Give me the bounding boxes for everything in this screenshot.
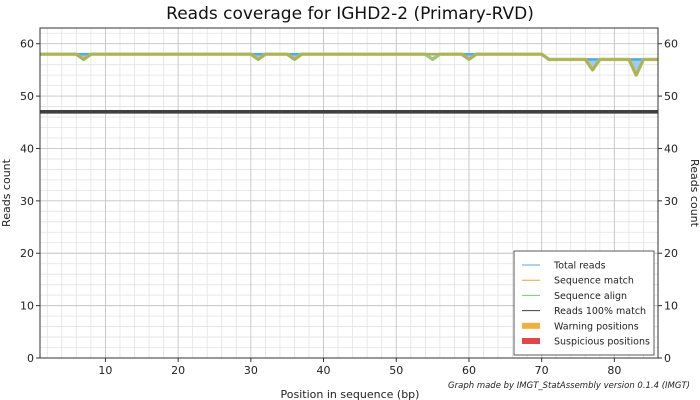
y-axis-label-right: Reads count — [688, 159, 700, 228]
x-tick-label: 10 — [98, 364, 112, 377]
x-tick-label: 80 — [607, 364, 621, 377]
x-axis-label: Position in sequence (bp) — [281, 388, 420, 400]
x-tick-label: 40 — [317, 364, 331, 377]
legend-label: Sequence match — [554, 276, 634, 287]
y-tick-label-right: 50 — [664, 90, 678, 103]
y-tick-label-left: 30 — [20, 195, 34, 208]
axis-ticks: 10 20 30 40 50 60 70 80 0 0 10 10 20 20 30 30 40 40 50 50 60… — [20, 38, 678, 377]
y-tick-label-left: 60 — [20, 38, 34, 51]
x-tick-label: 20 — [171, 364, 185, 377]
x-tick-label: 50 — [389, 364, 403, 377]
legend-swatch — [522, 338, 540, 344]
legend-label: Total reads — [553, 261, 606, 272]
plot-frame — [39, 27, 659, 359]
y-tick-label-right: 10 — [664, 300, 678, 313]
legend-label: Reads 100% match — [554, 306, 646, 317]
series-lines — [40, 52, 658, 114]
legend-label: Sequence align — [554, 291, 627, 302]
series-line-sequence-match — [40, 53, 658, 77]
x-tick-label: 70 — [535, 364, 549, 377]
y-tick-label-right: 60 — [664, 38, 678, 51]
x-tick-label: 60 — [462, 364, 476, 377]
legend-box — [513, 250, 655, 356]
credit-note: Graph made by IMGT_StatAssembly version … — [448, 381, 690, 391]
y-tick-label-right: 30 — [664, 195, 678, 208]
legend: Total reads Sequence match Sequence align R… — [513, 250, 655, 356]
legend-label: Warning positions — [554, 321, 639, 332]
y-tick-label-left: 50 — [20, 90, 34, 103]
x-tick-label: 30 — [244, 364, 258, 377]
chart-title: Reads coverage for IGHD2-2 (Primary-RVD) — [166, 4, 534, 24]
y-tick-label-right: 20 — [664, 247, 678, 260]
y-tick-label-left: 40 — [20, 142, 34, 155]
y-axis-label-left: Reads count — [0, 158, 13, 227]
y-tick-label-right: 0 — [664, 352, 671, 365]
legend-swatch — [522, 322, 540, 329]
y-tick-label-right: 40 — [664, 142, 678, 155]
y-tick-label-left: 10 — [20, 300, 34, 313]
legend-label: Suspicious positions — [554, 337, 650, 348]
y-tick-label-left: 20 — [20, 247, 34, 260]
y-tick-label-left: 0 — [27, 352, 34, 365]
